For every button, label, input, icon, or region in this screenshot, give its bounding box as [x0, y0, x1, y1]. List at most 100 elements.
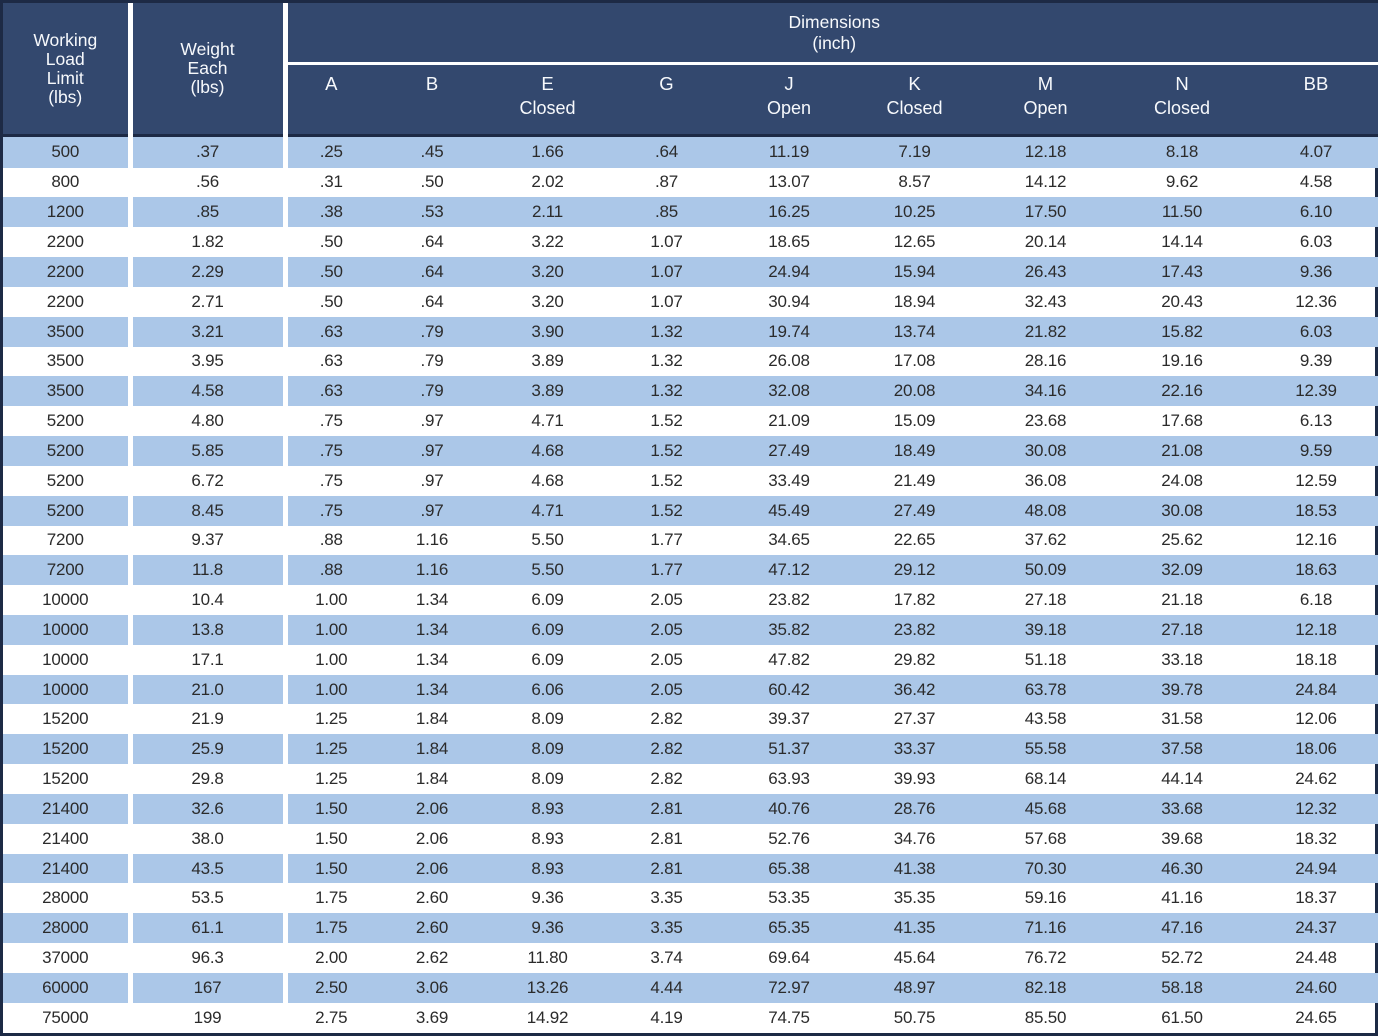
cell-k: 28.76 — [851, 793, 978, 824]
cell-m: 68.14 — [1024, 769, 1067, 789]
cell-n: 33.68 — [1113, 793, 1251, 824]
cell-e: 4.71 — [531, 411, 564, 431]
cell-m: 23.68 — [1024, 411, 1067, 431]
cell-b: 2.06 — [375, 793, 489, 824]
cell-a: 1.00 — [285, 615, 375, 645]
cell-j: 47.82 — [768, 649, 810, 669]
cell-e: 8.93 — [489, 853, 606, 884]
cell-bb: 18.32 — [1295, 828, 1337, 848]
cell-bb: 6.03 — [1251, 316, 1378, 347]
cell-g: 1.32 — [606, 316, 727, 347]
col-label: B — [425, 73, 439, 94]
cell-j: 27.49 — [727, 436, 851, 466]
cell-m: 71.16 — [978, 913, 1113, 944]
cell-k: 41.35 — [851, 913, 978, 944]
cell-a: .50 — [319, 291, 343, 311]
cell-j: 65.35 — [727, 913, 851, 944]
cell-a: .75 — [285, 495, 375, 526]
cell-weight: 3.95 — [130, 346, 288, 377]
cell-e: 3.89 — [531, 351, 564, 371]
col-label: M — [1037, 73, 1054, 94]
cell-a: 1.50 — [285, 853, 375, 884]
cell-b: .97 — [375, 495, 489, 526]
cell-wll: 21400 — [3, 793, 133, 824]
cell-e: 3.20 — [489, 257, 606, 287]
cell-b: .50 — [420, 172, 444, 192]
cell-a: 1.25 — [315, 769, 348, 789]
cell-g: .87 — [654, 172, 679, 192]
cell-wll: 10000 — [3, 674, 133, 705]
cell-bb: 18.18 — [1295, 649, 1337, 669]
cell-m: 14.12 — [1024, 172, 1067, 192]
cell-e: 6.06 — [489, 674, 606, 705]
cell-weight: 8.45 — [130, 495, 288, 526]
cell-a: .31 — [319, 172, 343, 192]
cell-k: 45.64 — [893, 948, 936, 968]
cell-e: 14.92 — [526, 1007, 569, 1027]
cell-e: 2.02 — [531, 172, 564, 192]
cell-j: 21.09 — [768, 411, 810, 431]
cell-weight: 17.1 — [130, 644, 288, 675]
cell-weight: 43.5 — [130, 853, 288, 884]
cell-e: 5.50 — [531, 530, 564, 550]
cell-j: 16.25 — [727, 197, 851, 228]
cell-j: 40.76 — [727, 793, 851, 824]
cell-j: 60.42 — [727, 674, 851, 705]
table-row: 15200 29.8 1.25 1.84 8.09 2.82 63.93 39.93 68.14… — [3, 764, 1378, 794]
cell-bb: 4.07 — [1251, 133, 1378, 168]
cell-k: 41.38 — [851, 853, 978, 884]
col-header-j-open: J Open — [727, 63, 851, 136]
cell-k: 13.74 — [851, 316, 978, 347]
cell-j: 34.65 — [768, 530, 810, 550]
cell-weight: .85 — [130, 197, 288, 228]
cell-n: 32.09 — [1113, 555, 1251, 586]
cell-g: 1.32 — [606, 376, 727, 407]
cell-n: 44.14 — [1161, 769, 1203, 789]
cell-e: 4.71 — [489, 495, 606, 526]
cell-wll: 3500 — [3, 376, 133, 407]
cell-wll: 10000 — [3, 615, 133, 645]
cell-a: 2.50 — [285, 972, 375, 1003]
cell-g: 2.82 — [650, 709, 683, 729]
cell-b: 1.84 — [415, 709, 449, 729]
table-row: 3500 3.21.63.79 3.90 1.32 19.74 13.74 21.82 15.… — [3, 316, 1378, 347]
cell-n: 30.08 — [1113, 495, 1251, 526]
cell-b: .97 — [420, 470, 444, 490]
cell-n: 31.58 — [1161, 709, 1203, 729]
cell-g: 4.44 — [606, 972, 727, 1003]
cell-m: 85.50 — [1024, 1007, 1067, 1027]
cell-n: 47.16 — [1113, 913, 1251, 944]
cell-a: .75 — [319, 470, 343, 490]
cell-weight: 53.5 — [130, 883, 288, 914]
cell-b: .64 — [420, 232, 444, 252]
cell-m: 50.09 — [978, 555, 1113, 586]
cell-e: 8.09 — [531, 709, 564, 729]
cell-m: 28.16 — [1024, 351, 1067, 371]
cell-a: .50 — [285, 257, 375, 287]
cell-j: 51.37 — [727, 734, 851, 765]
cell-a: .63 — [285, 316, 375, 347]
cell-n: 19.16 — [1161, 351, 1203, 371]
cell-weight: 96.3 — [130, 943, 288, 973]
cell-b: .79 — [420, 351, 444, 371]
cell-m: 43.58 — [1024, 709, 1067, 729]
cell-wll: 75000 — [3, 1002, 133, 1033]
cell-b: .64 — [375, 257, 489, 287]
cell-bb: 24.37 — [1251, 913, 1378, 944]
cell-bb: 9.59 — [1251, 436, 1378, 466]
cell-weight: .56 — [130, 167, 288, 198]
cell-b: 2.60 — [415, 888, 449, 908]
cell-bb: 24.60 — [1251, 972, 1378, 1003]
cell-bb: 12.59 — [1295, 470, 1337, 490]
cell-a: 1.50 — [285, 793, 375, 824]
cell-n: 15.82 — [1113, 316, 1251, 347]
cell-k: 39.93 — [893, 769, 936, 789]
cell-n: 9.62 — [1165, 172, 1199, 192]
cell-b: 1.34 — [375, 615, 489, 645]
table-row: 10000 13.8 1.00 1.34 6.09 2.05 35.82 23.82 39.18… — [3, 615, 1378, 645]
cell-j: 69.64 — [768, 948, 810, 968]
cell-n: 8.18 — [1113, 133, 1251, 168]
cell-weight: 25.9 — [130, 734, 288, 765]
cell-m: 12.18 — [978, 133, 1113, 168]
